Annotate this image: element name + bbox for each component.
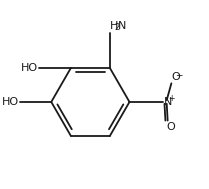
Text: H: H [110,21,118,31]
Text: +: + [168,94,174,103]
Text: −: − [176,71,183,80]
Text: 2: 2 [115,23,120,32]
Text: N: N [164,97,172,107]
Text: N: N [118,21,126,31]
Text: O: O [167,122,176,132]
Text: HO: HO [1,97,19,107]
Text: O: O [172,72,181,82]
Text: HO: HO [21,63,38,73]
